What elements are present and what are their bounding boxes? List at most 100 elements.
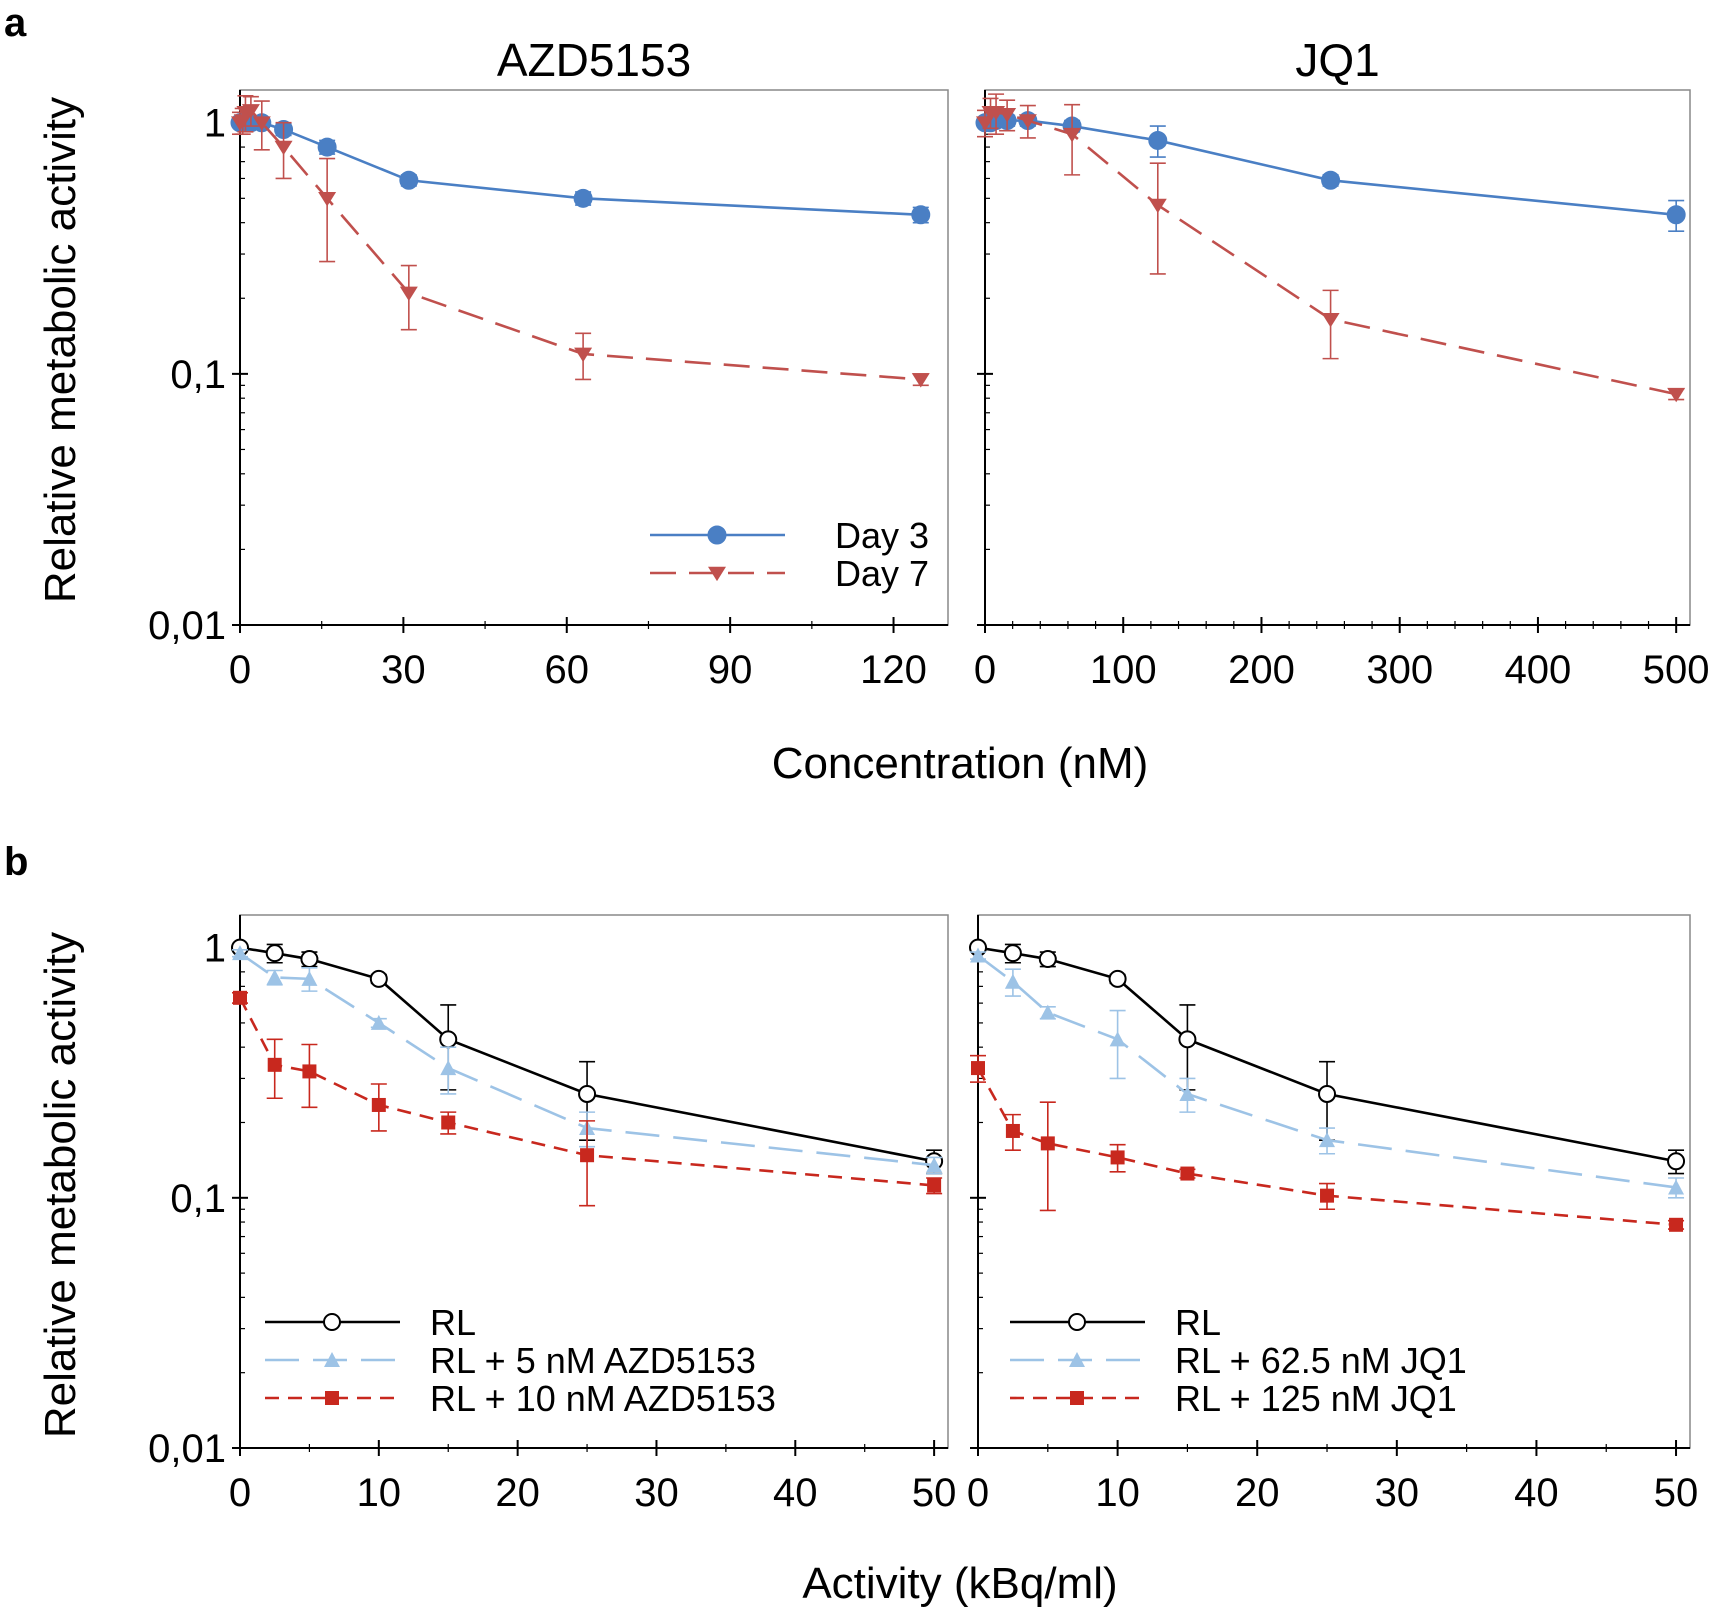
panel-b-label: b [4, 840, 28, 884]
y-tick-label: 0,01 [148, 1427, 226, 1471]
panel-a-x-axis-title: Concentration (nM) [772, 739, 1149, 788]
data-point [439, 1030, 458, 1049]
chart-title: AZD5153 [497, 34, 691, 86]
x-tick-label: 30 [634, 1471, 679, 1515]
data-point [301, 970, 318, 986]
data-point [1005, 1123, 1020, 1138]
x-tick-label: 10 [357, 1471, 402, 1515]
series-day-3 [975, 111, 1686, 232]
panel-a-y-axis-title: Relative metabolic activity [36, 97, 85, 603]
legend-marker [1068, 1313, 1086, 1331]
data-point [1667, 1152, 1686, 1171]
data-point [971, 1061, 985, 1076]
panel-b-x-axis-title: Activity (kBq/ml) [802, 1559, 1117, 1608]
data-point [998, 108, 1017, 123]
legend-marker [325, 1391, 339, 1405]
series-rl-10-nm-azd5153 [232, 990, 943, 1207]
legend-marker [707, 525, 727, 545]
data-point [302, 1064, 317, 1079]
data-point [300, 950, 319, 969]
y-tick-label: 0,1 [170, 1177, 226, 1221]
data-point [252, 116, 271, 131]
data-point [1148, 198, 1167, 214]
chart-a-jq1: JQ1 0 100 200 300 400 500 [974, 34, 1710, 692]
data-point [369, 969, 388, 988]
data-point [1319, 1132, 1336, 1148]
legend-label: RL [430, 1302, 476, 1343]
legend-label: Day 3 [835, 515, 929, 556]
data-point [1040, 1136, 1055, 1151]
legend-marker [1069, 1352, 1085, 1367]
x-tick-label: 0 [229, 1471, 251, 1515]
data-point [1018, 114, 1037, 129]
data-point [318, 192, 337, 207]
data-point [1109, 1031, 1126, 1047]
x-tick-label: 40 [1514, 1471, 1559, 1515]
series-rl-62-5-nm-jq1 [970, 947, 1685, 1199]
x-tick-label: 200 [1228, 648, 1295, 692]
plot-frame [984, 89, 1691, 626]
series-line [985, 119, 1677, 217]
x-tick-label: 50 [1654, 1471, 1699, 1515]
data-point [926, 1157, 943, 1173]
x-tick-label: 120 [860, 648, 927, 692]
data-point [1038, 950, 1057, 969]
legend-label: RL + 62.5 nM JQ1 [1175, 1340, 1467, 1381]
legend-label: Day 7 [835, 553, 929, 594]
data-point [1668, 1179, 1685, 1195]
x-tick-label: 300 [1366, 648, 1433, 692]
x-tick-label: 500 [1643, 648, 1710, 692]
data-point [976, 116, 994, 131]
data-point [233, 114, 252, 129]
chart-title: JQ1 [1295, 34, 1379, 86]
legend-label: RL + 10 nM AZD5153 [430, 1378, 776, 1419]
legend-label: RL + 125 nM JQ1 [1175, 1378, 1457, 1419]
series-rl-125-nm-jq1 [970, 1054, 1685, 1232]
data-point [274, 140, 293, 156]
legend-marker [324, 1352, 340, 1367]
data-point [441, 1115, 456, 1130]
data-point [1108, 969, 1127, 988]
data-point [371, 1097, 386, 1112]
x-tick-label: 30 [381, 648, 426, 692]
data-point [1667, 387, 1686, 403]
x-tick-label: 0 [967, 1471, 989, 1515]
data-point [370, 1014, 387, 1030]
data-point [399, 170, 419, 190]
data-point [1321, 170, 1341, 190]
data-point [1321, 312, 1340, 328]
data-point [1179, 1085, 1196, 1101]
data-point [573, 188, 593, 208]
legend-label: RL [1175, 1302, 1221, 1343]
x-tick-label: 60 [545, 648, 590, 692]
y-tick-label: 1 [204, 927, 226, 971]
data-point [233, 990, 247, 1005]
x-tick-label: 30 [1375, 1471, 1420, 1515]
data-point [1180, 1166, 1195, 1181]
data-point [1004, 973, 1021, 989]
data-point [1148, 130, 1168, 150]
data-point [440, 1060, 457, 1076]
series-day-3 [230, 113, 931, 225]
series-day-7 [231, 95, 930, 388]
legend-label: RL + 5 nM AZD5153 [430, 1340, 756, 1381]
x-tick-label: 40 [773, 1471, 818, 1515]
data-point [578, 1084, 597, 1103]
series-line [239, 108, 921, 381]
y-tick-label: 0,01 [148, 604, 226, 648]
legend-marker [708, 566, 726, 582]
x-tick-label: 20 [495, 1471, 540, 1515]
y-tick-label: 1 [204, 102, 226, 146]
data-point [911, 205, 931, 225]
legend-marker [1070, 1391, 1084, 1405]
data-point [266, 969, 283, 985]
x-tick-label: 100 [1090, 648, 1157, 692]
panel-a-label: a [4, 1, 27, 45]
x-tick-label: 10 [1095, 1471, 1140, 1515]
data-point [1666, 205, 1686, 225]
